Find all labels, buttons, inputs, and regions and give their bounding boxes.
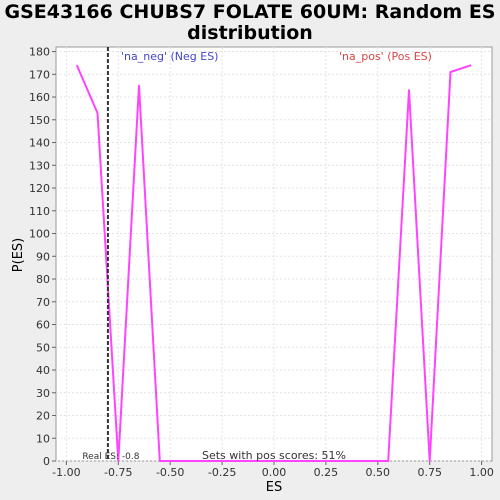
y-tick-label: 180 (29, 46, 50, 59)
y-tick-label: 140 (29, 137, 50, 150)
x-axis-ticks: -1.00 -0.75 -0.50 -0.25 0.00 0.25 0.50 0.75 1.00 (52, 461, 494, 479)
neg-es-annotation: 'na_neg' (Neg ES) (121, 50, 218, 63)
x-tick-label: -0.75 (104, 466, 132, 479)
y-tick-label: 90 (36, 250, 50, 263)
y-tick-label: 150 (29, 114, 50, 127)
x-tick-label: 0.75 (417, 466, 442, 479)
pos-scores-annotation: Sets with pos scores: 51% (202, 449, 346, 462)
x-tick-label: -0.50 (156, 466, 184, 479)
x-tick-label: 0.25 (314, 466, 339, 479)
real-es-label: Real ES: -0.8 (82, 452, 139, 462)
y-tick-label: 120 (29, 182, 50, 195)
y-tick-label: 80 (36, 273, 50, 286)
y-tick-label: 130 (29, 159, 50, 172)
y-tick-label: 50 (36, 341, 50, 354)
x-tick-label: 0.50 (366, 466, 391, 479)
y-tick-label: 40 (36, 364, 50, 377)
y-tick-label: 110 (29, 205, 50, 218)
x-tick-label: -0.25 (208, 466, 236, 479)
x-axis-label: ES (266, 480, 282, 495)
y-tick-label: 20 (36, 410, 50, 423)
y-tick-label: 0 (43, 455, 50, 468)
x-tick-label: -1.00 (52, 466, 80, 479)
y-axis-label: P(ES) (11, 238, 26, 272)
y-tick-label: 70 (36, 296, 50, 309)
y-tick-label: 60 (36, 319, 50, 332)
y-tick-label: 160 (29, 91, 50, 104)
y-tick-label: 170 (29, 68, 50, 81)
y-tick-label: 30 (36, 387, 50, 400)
y-axis-ticks: 0 10 20 30 40 50 60 70 80 90 100 110 120 130 140 150 160… (29, 46, 56, 468)
y-tick-label: 100 (29, 228, 50, 241)
chart-title: GSE43166 CHUBS7 FOLATE 60UM: Random ES d… (4, 1, 496, 44)
x-tick-label: 0.00 (262, 466, 287, 479)
pos-es-annotation: 'na_pos' (Pos ES) (339, 50, 432, 63)
x-tick-label: 1.00 (469, 466, 494, 479)
series-line (75, 64, 472, 462)
y-tick-label: 10 (36, 432, 50, 445)
